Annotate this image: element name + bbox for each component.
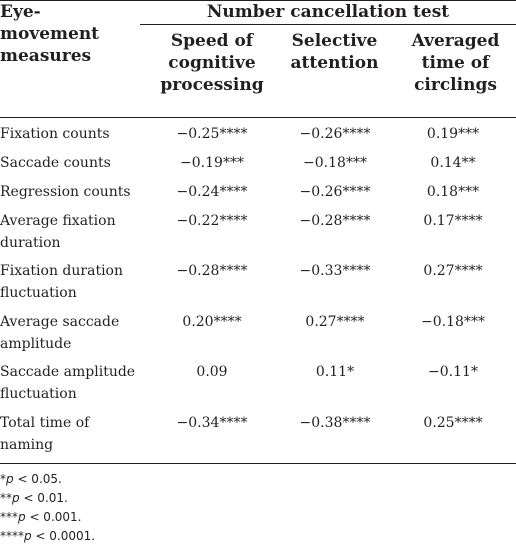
footnotes: *p < 0.05. **p < 0.01. ***p < 0.001. ***… [0, 470, 516, 546]
table-row: Saccade amplitude fluctuation 0.09 0.11* −0… [0, 361, 516, 409]
table-cell: −0.33**** [299, 263, 371, 279]
footnote: ****p < 0.0001. [0, 529, 96, 543]
stub-header: Eye- movement measures [0, 2, 100, 66]
table-row: Fixation counts −0.25**** −0.26**** 0.19*** [0, 123, 516, 171]
table-cell: −0.11* [428, 364, 478, 380]
table-row: Total time of naming −0.34**** −0.38**** 0.… [0, 412, 516, 460]
header-bottom-rule [0, 117, 516, 118]
column-header-speed: Speed of cognitive processing [160, 31, 264, 95]
footnote: **p < 0.01. [0, 491, 68, 505]
table-cell: −0.18*** [303, 155, 367, 171]
table-row: Saccade counts −0.19*** −0.18*** 0.14** [0, 152, 516, 200]
table-cell: 0.14** [430, 155, 476, 171]
table-cell: 0.27**** [305, 314, 365, 330]
table-cell: −0.34**** [176, 415, 248, 431]
row-label: Total time of naming [0, 415, 90, 453]
table-cell: −0.18*** [421, 314, 485, 330]
table-cell: 0.17**** [423, 213, 483, 229]
column-header-circlings: Averaged time of circlings [411, 31, 500, 95]
table-row: Average fixation duration −0.22**** −0.28*… [0, 210, 516, 258]
table-cell: −0.22**** [176, 213, 248, 229]
table-row: Average saccade amplitude 0.20**** 0.27***… [0, 311, 516, 359]
row-label: Fixation counts [0, 126, 110, 142]
table-cell: 0.11* [315, 364, 355, 380]
table-cell: −0.24**** [176, 184, 248, 200]
footnote: *p < 0.05. [0, 472, 62, 486]
column-header-attention: Selective attention [290, 31, 379, 73]
table-cell: 0.25**** [423, 415, 483, 431]
row-label: Saccade counts [0, 155, 111, 171]
table-cell: −0.26**** [299, 126, 371, 142]
table-cell: 0.27**** [423, 263, 483, 279]
table-cell: 0.20**** [182, 314, 242, 330]
row-label: Average saccade amplitude [0, 314, 120, 352]
table-cell: −0.25**** [176, 126, 248, 142]
table-cell: 0.09 [196, 364, 228, 380]
table-cell: −0.38**** [299, 415, 371, 431]
table-cell: −0.26**** [299, 184, 371, 200]
table-cell: −0.19*** [180, 155, 244, 171]
spanning-header-rule [140, 24, 516, 25]
table-row: Fixation duration fluctuation −0.28**** −0… [0, 260, 516, 308]
table-cell: 0.18*** [426, 184, 480, 200]
table-cell: −0.28**** [176, 263, 248, 279]
table-cell: 0.19*** [426, 126, 480, 142]
spanning-header: Number cancellation test [206, 2, 450, 22]
table-cell: −0.28**** [299, 213, 371, 229]
row-label: Fixation duration fluctuation [0, 263, 123, 301]
footnote: ***p < 0.001. [0, 510, 82, 524]
table-row: Regression counts −0.24**** −0.26**** 0.18*… [0, 181, 516, 229]
row-label: Average fixation duration [0, 213, 116, 251]
table-bottom-rule [0, 463, 516, 464]
row-label: Saccade amplitude fluctuation [0, 364, 136, 402]
row-label: Regression counts [0, 184, 131, 200]
table-top-rule [0, 0, 516, 1]
